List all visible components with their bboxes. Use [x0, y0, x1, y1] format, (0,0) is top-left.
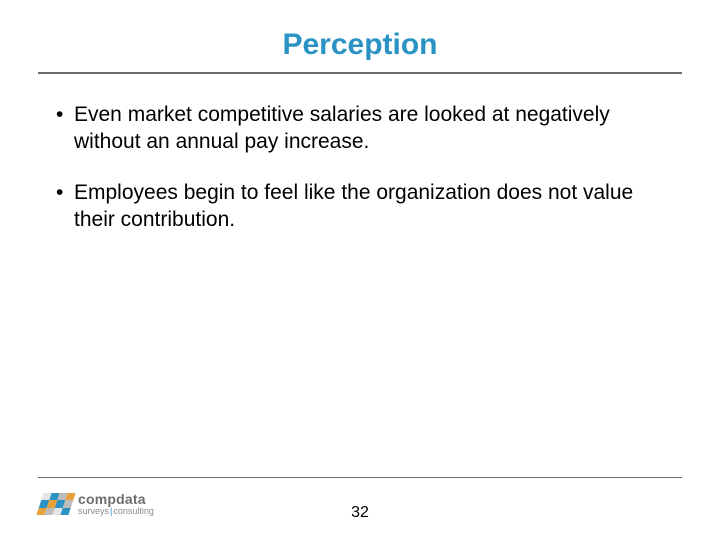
list-item: • Employees begin to feel like the organ… — [56, 180, 666, 234]
bullet-text: Even market competitive salaries are loo… — [74, 102, 666, 156]
bullet-text: Employees begin to feel like the organiz… — [74, 180, 666, 234]
bullet-dot-icon: • — [56, 102, 74, 129]
slide-title: Perception — [0, 28, 720, 62]
bullet-dot-icon: • — [56, 180, 74, 207]
bullet-list: • Even market competitive salaries are l… — [56, 102, 666, 258]
page-number: 32 — [0, 504, 720, 522]
list-item: • Even market competitive salaries are l… — [56, 102, 666, 156]
slide: Perception • Even market competitive sal… — [0, 0, 720, 540]
title-divider — [38, 72, 682, 74]
footer-divider — [38, 477, 682, 478]
